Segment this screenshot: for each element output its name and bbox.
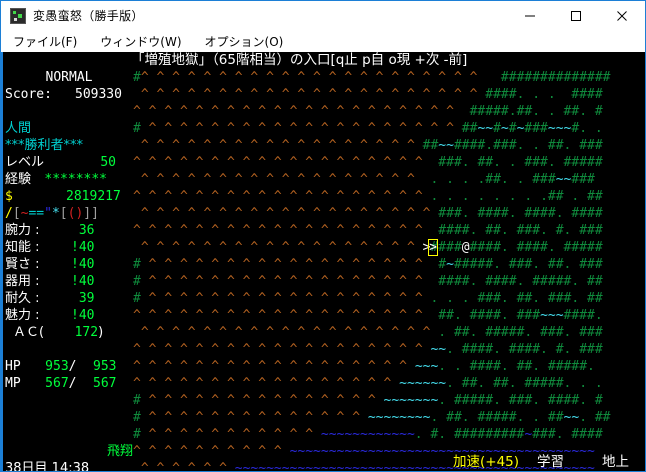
target-cursor-glyph: > [429,240,437,255]
map-row: ^ ^ ^ ^ ^ ^ ^ ^ ^ ^ ~~~~~~~~~~~~~~~~~~~~… [133,444,595,459]
stat-row-chr: 魅力 : !40 [5,307,133,324]
target-cursor[interactable]: > [428,239,438,256]
level-row: レベル 50 [5,154,133,171]
stat-value-dex: !40 [71,274,95,289]
equipment-glyph-row: /[~=="*[()]] [5,206,99,221]
stat-row-int: 知能 : !40 [5,239,133,256]
ac-close: ) [98,325,104,340]
map-row: #^ ^ ^ ^ ^ ^ ^ ^ ^ ^ ^ ^ ^ ^ ^ ^ ^ ^ ^ ^… [133,70,611,85]
map-row: # ^ ^ ^ ^ ^ ^ ^ ^ ^ ^ ^ ~~~~~~~~~~~~. #.… [133,427,603,442]
stat-label-wis: 賢さ : [5,257,40,272]
close-icon[interactable] [599,1,645,30]
score-row: Score: 509330 [5,86,133,103]
map-row: # ^ ^ ^ ^ ^ ^ ^ ^ ^ ^ ^ ^ ^ ^ ^ ~~~~~~~.… [133,393,603,408]
hp-current: 953 [45,359,69,374]
stat-row-con: 耐久 : 39 [5,290,133,307]
map-row: ^ ^ ^ ^ ^ ^ ^ ^ ^ ^ ^ ^ ^ ^ ^ ^ ^ ^ ^ ##… [133,223,603,238]
race-label: 人間 [5,121,32,136]
gold-row: $2819217 [5,188,133,205]
exp-row: 経験 ******** [5,171,133,188]
map-row: ^ ^ ^ ^ ^ ^ ^ ^ ^ ^ ^ ^ ^ ^ ^ ^ ^ ^ . . … [140,172,595,187]
stat-row-str: 腕力 : 36 [5,222,133,239]
exp-label: 経験 [5,172,32,187]
map-row: # ^ ^ ^ ^ ^ ^ ^ ^ ^ ^ ^ ^ ^ ^ ^ ^ ^ ^ ##… [133,274,603,289]
map-row: ^ ^ ^ ^ ^ ^ ^ ^ ^ ^ ^ ^ ^ ^ ^ ^ ^ ^ ^ ##… [133,155,603,170]
mp-row: MP 567/567 [5,376,117,391]
winner-title: ***勝利者*** [5,138,84,153]
stat-label-str: 腕力 : [5,223,40,238]
map-row: ^ ^ ^ ^ ^ ^ ^ ^ ^ ^ ^ ^ ^ ^ ^ ^ ^ ^ ^ ##… [133,308,603,323]
map-row: ^ ^ ^ ^ ^ ^ ^ ^ ^ ^ ^ ^ ^ ^ ^ ^ ^ ^ ##~~… [140,138,603,153]
map-row: ^ ^ ^ ^ ^ ^ ^ ^ ^ ^ ^ ^ ^ ^ ^ ^ ^ ^ ^ ^ … [133,104,603,119]
map-row: # ^ ^ ^ ^ ^ ^ ^ ^ ^ ^ ^ ^ ^ ^ ~~~~~~~~. … [133,410,611,425]
stat-label-dex: 器用 : [5,274,40,289]
mp-max: 567 [93,376,117,391]
speed-status: 加速(+45) [453,454,520,470]
game-terminal[interactable]: ターゲット:クエスト「増殖地獄」（65階相当）の入口[q止 p自 o現 +次 -… [1,52,645,472]
map-row: ^ ^ ^ ^ ^ ^ ^ ^ ^ ^ ^ ^ ^ ^ ^ ^ ^ ^ ^ . … [140,325,603,340]
stat-value-con: 39 [78,291,95,306]
map-row: ^ ^ ^ ^ ^ ^ ^ ^ ^ ^ ^ ^ ^ ^ ^ ^ ^ ^ ^ ##… [140,206,603,221]
gold-label: $ [5,189,13,204]
game-map[interactable]: #^ ^ ^ ^ ^ ^ ^ ^ ^ ^ ^ ^ ^ ^ ^ ^ ^ ^ ^ ^… [133,52,645,472]
level-label: レベル [5,155,45,170]
stat-row-wis: 賢さ : !40 [5,256,133,273]
menu-bar: ファイル(F) ウィンドウ(W) オプション(O) [1,30,645,52]
title-bar[interactable]: 変愚蛮怒（勝手版） [1,1,645,30]
map-row: ^ ^ ^ ^ ^ ^ ^ ^ ^ ^ ^ ^ ^ ^ ^ ^ ^ ^ ^ ~~… [133,342,603,357]
mp-label: MP [5,376,21,391]
stat-label-int: 知能 : [5,240,40,255]
map-row: ^ ^ ^ ^ ^ ^ ^ ^ ^ ^ ^ ^ ^ ^ ^ ^ ^ ^ ^ . … [133,189,603,204]
ac-value: 172 [74,325,99,340]
ac-label: ＡＣ( [13,325,45,340]
maximize-icon[interactable] [553,1,599,30]
exp-value: ******** [44,172,108,187]
character-sidebar: NORMAL Score: 509330 人間 ***勝利者*** レベル 50 経… [5,52,133,472]
map-row: ^ ^ ^ ^ ^ ^ ^ ^ ^ ^ ^ ^ ^ ^ ^ ^ ^ ^ ~~~.… [133,359,595,374]
hp-row: HP 953/953 [5,359,117,374]
map-row: ^ ^ ^ ^ ^ ^ ~~~~~~~~~~~~~~~~~~~~~~~~~~~~… [140,461,595,472]
stat-value-wis: !40 [71,257,95,272]
menu-options[interactable]: オプション(O) [204,34,284,49]
stat-value-chr: !40 [71,308,95,323]
armor-class-row: ＡＣ( 172) [5,324,141,341]
menu-window[interactable]: ウィンドウ(W) [100,34,182,49]
stat-label-chr: 魅力 : [5,308,40,323]
hp-label: HP [5,359,21,374]
stat-label-con: 耐久 : [5,291,40,306]
mp-current: 567 [45,376,69,391]
hp-max: 953 [93,359,117,374]
map-row: ^ ^ ^ ^ ^ ^ ^ ^ ^ ^ ^ ^ ^ ^ ^ ^ ^ ~~~~~~… [133,376,603,391]
level-value: 50 [100,155,117,170]
stat-value-str: 36 [78,223,95,238]
map-row: # ^ ^ ^ ^ ^ ^ ^ ^ ^ ^ ^ ^ ^ ^ ^ ^ ^ ^ #~… [133,257,603,272]
day-time: 38日目 14:38 [5,461,90,472]
window-controls [507,1,645,30]
app-icon [10,7,26,24]
bottom-status-bar: 加速(+45) 学習 地上 [5,453,645,471]
minimize-icon[interactable] [507,1,553,30]
stat-value-int: !40 [71,240,95,255]
gold-value: 2819217 [66,189,121,204]
study-status: 学習 [537,454,565,470]
window-title: 変愚蛮怒（勝手版） [33,9,144,23]
map-row: # ^ ^ ^ ^ ^ ^ ^ ^ ^ ^ ^ ^ ^ ^ ^ ^ ^ ^ ^ … [133,121,603,136]
map-row: ^ ^ ^ ^ ^ ^ ^ ^ ^ ^ ^ ^ ^ ^ ^ ^ ^ ^ ^ ^ … [140,87,603,102]
map-row: ^ ^ ^ ^ ^ ^ ^ ^ ^ ^ ^ ^ ^ ^ ^ ^ ^ ^ >###… [140,240,603,255]
depth-status: 地上 [602,454,630,470]
stat-row-dex: 器用 : !40 [5,273,133,290]
menu-file[interactable]: ファイル(F) [13,34,78,49]
score-value: 509330 [75,87,122,102]
flight-status: 飛翔 [106,444,133,459]
score-label: Score: [5,87,52,102]
map-row: # ^ ^ ^ ^ ^ ^ ^ ^ ^ ^ ^ ^ ^ ^ ^ ^ ^ ^ . … [133,291,603,306]
play-mode: NORMAL [45,70,93,85]
